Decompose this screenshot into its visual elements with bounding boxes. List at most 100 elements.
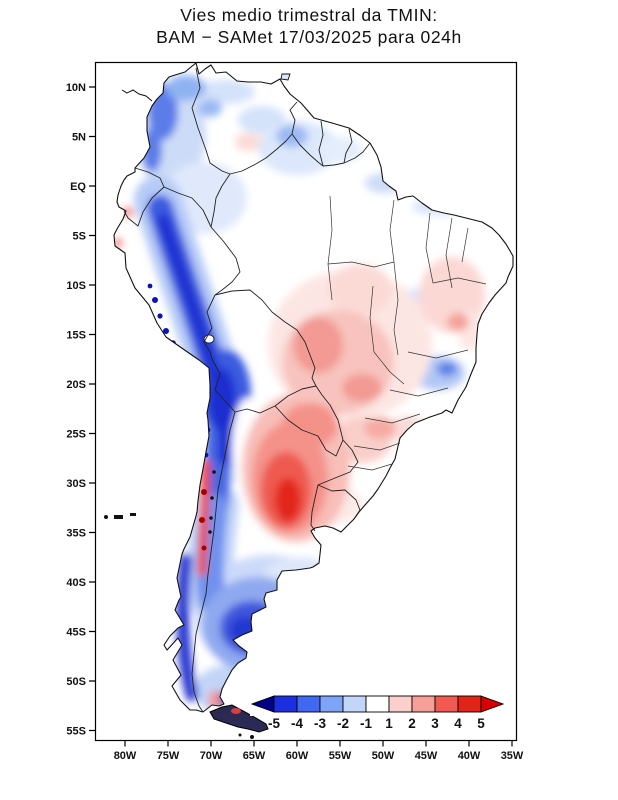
colorbar-tick-label: -4 [291, 716, 303, 731]
colorbar-legend: -5 -4 -3 -2 -1 1 2 3 4 5 [250, 692, 506, 731]
colorbar-segment [319, 695, 344, 713]
brazil-state-border [425, 212, 434, 284]
country-borders [123, 67, 371, 713]
lat-tick-label: 55S [66, 726, 86, 738]
border-suriname-brazil [322, 162, 345, 167]
lat-tick-label: 30S [66, 478, 86, 490]
border-frguiana-brazil [343, 142, 371, 164]
colorbar-arrow-right [480, 695, 505, 713]
border-uruguay-argentina [310, 484, 319, 532]
border-colombia-peru [163, 186, 212, 228]
colorbar-segment [411, 695, 436, 713]
pacific-islands [104, 513, 136, 519]
colorbar-segment [273, 695, 298, 713]
border-venezuela-brazil [229, 133, 293, 175]
lat-tick-label: 45S [66, 627, 86, 639]
map-frame [94, 61, 518, 742]
colorbar-segment [342, 695, 367, 713]
border-peru-bolivia [203, 294, 216, 360]
colorbar-segment [296, 695, 321, 713]
lon-tick-label: 40W [458, 750, 481, 762]
lon-tick-label: 65W [243, 750, 266, 762]
brazil-state-border [347, 463, 393, 471]
lat-tick-label: 35S [66, 528, 86, 540]
lon-tick-label: 70W [200, 750, 223, 762]
brazil-state-border [445, 217, 453, 289]
border-guyana-brazil [291, 133, 324, 167]
lon-tick-marks [124, 740, 513, 747]
colorbar-tick-label: -1 [360, 716, 372, 731]
colorbar-segment [365, 695, 390, 713]
brazil-state-border [327, 261, 395, 268]
figure-title-line2: BAM − SAMet 17/03/2025 para 024h [156, 27, 462, 47]
border-bolivia-chile [211, 358, 236, 413]
border-peru-brazil [210, 226, 241, 296]
border-ecuador-peru [123, 186, 165, 227]
tierra-del-fuego-red-spot [231, 708, 241, 714]
border-bolivia-argentina [234, 405, 276, 414]
brazil-state-border [407, 349, 469, 359]
brazil-state-border [373, 351, 405, 385]
brazil-state-border [327, 195, 333, 301]
trinidad-island [280, 73, 291, 81]
brazil-state-border [461, 227, 469, 263]
brazil-state-border [389, 387, 449, 397]
border-bolivia-paraguay [274, 385, 317, 407]
brazil-state-border [369, 285, 375, 353]
lon-tick-label: 60W [286, 750, 309, 762]
figure-title-line1: Vies medio trimestral da TMIN: [180, 5, 438, 25]
lon-tick-label: 45W [415, 750, 438, 762]
lat-tick-label: 5S [73, 231, 86, 243]
brazil-state-border [432, 277, 487, 285]
border-uruguay-brazil [317, 484, 361, 520]
colorbar-tick-label: 1 [385, 716, 393, 731]
figure-title: Vies medio trimestral da TMIN: BAM − SAM… [156, 5, 462, 47]
bias-field-speckles [147, 283, 216, 551]
lat-tick-marks [89, 86, 95, 732]
colorbar-tick-label: 5 [477, 716, 485, 731]
border-colombia-brazil [210, 173, 231, 228]
brazil-state-border [389, 199, 395, 263]
colorbar-tick-label: -2 [337, 716, 349, 731]
border-venezuela-guyana [289, 101, 298, 135]
lon-tick-label: 55W [329, 750, 352, 762]
south-america-coastline [113, 62, 514, 713]
lat-tick-label: EQ [70, 181, 86, 193]
lon-tick-label: 80W [114, 750, 137, 762]
border-chile-argentina [191, 411, 236, 713]
colorbar-segment [434, 695, 459, 713]
lat-tick-label: 20S [66, 379, 86, 391]
colorbar-segment [388, 695, 413, 713]
colorbar-tick-label: -3 [314, 716, 326, 731]
lat-tick-label: 10S [66, 280, 86, 292]
border-guyana-suriname [318, 120, 324, 167]
border-colombia-ecuador [134, 167, 165, 188]
lat-tick-label: 15S [66, 330, 86, 342]
lon-tick-label: 50W [372, 750, 395, 762]
border-colombia-venezuela [191, 67, 231, 175]
lat-tick-label: 40S [66, 577, 86, 589]
lon-tick-label: 75W [157, 750, 180, 762]
colorbar-segment [457, 695, 482, 713]
bias-field [114, 75, 485, 712]
brazil-state-borders [327, 195, 487, 471]
lat-tick-label: 5N [72, 132, 86, 144]
brazil-state-border [393, 261, 399, 356]
brazil-state-border [353, 442, 401, 451]
colorbar-tick-label: -5 [268, 716, 280, 731]
panama-coast [121, 89, 153, 102]
brazil-state-border [364, 413, 421, 424]
lon-tick-label: 35W [501, 750, 524, 762]
colorbar-tick-label: 4 [454, 716, 462, 731]
colorbar-tick-labels: -5 -4 -3 -2 -1 1 2 3 4 5 [268, 716, 485, 731]
border-paraguay-brazil [315, 385, 344, 441]
border-paraguay-argentina [274, 405, 344, 457]
border-suriname-frguiana [343, 128, 353, 164]
longitude-axis-labels: 80W 75W 70W 65W 60W 55W 50W 45W 40W 35W [114, 750, 524, 762]
lat-tick-label: 50S [66, 676, 86, 688]
lat-tick-label: 25S [66, 429, 86, 441]
southern-islands [238, 733, 254, 739]
tierra-del-fuego [209, 704, 269, 733]
